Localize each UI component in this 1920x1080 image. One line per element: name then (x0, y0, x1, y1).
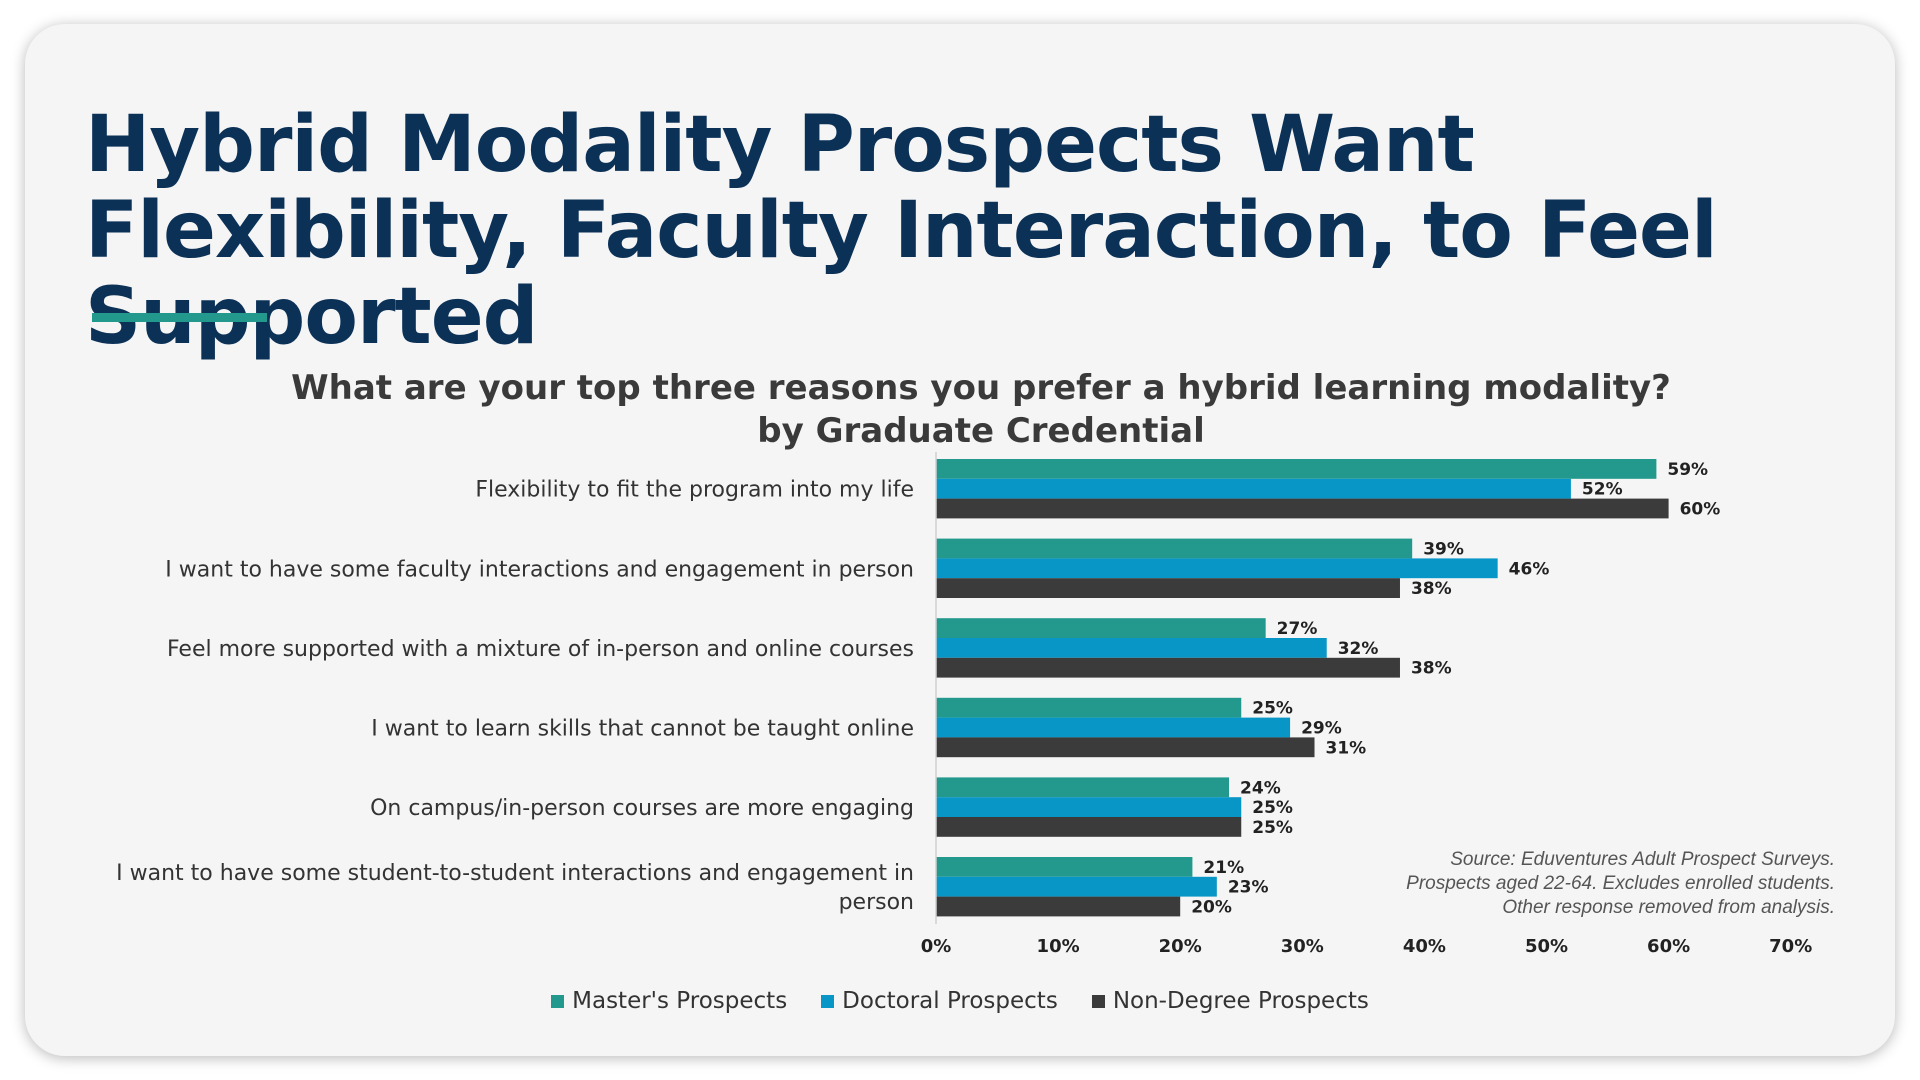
data-label: 23% (1228, 878, 1269, 898)
x-tick-label: 60% (1647, 936, 1690, 957)
bar (936, 797, 1242, 817)
data-label: 52% (1582, 480, 1623, 500)
category-label: Feel more supported with a mixture of in… (167, 637, 914, 662)
legend-swatch (821, 994, 835, 1008)
category-label: I want to have some student-to-student i… (116, 861, 914, 915)
chart-subtitle: What are your top three reasons you pref… (25, 367, 1895, 453)
data-label: 31% (1326, 738, 1367, 758)
bar (936, 578, 1400, 598)
data-label: 46% (1509, 559, 1550, 579)
x-tick-label: 30% (1281, 936, 1324, 957)
source-line: Other response removed from analysis. (1502, 897, 1835, 918)
bar (936, 876, 1217, 897)
legend-item-non-degree: Non-Degree Prospects (1091, 988, 1369, 1014)
title-accent-bar (92, 313, 267, 322)
data-label: 27% (1277, 619, 1318, 639)
data-label: 59% (1667, 460, 1708, 480)
bar (936, 817, 1242, 837)
bar (936, 777, 1230, 798)
x-tick-label: 70% (1769, 936, 1812, 957)
category-label: I want to have some faculty interactions… (165, 557, 914, 582)
chart-legend: Master's Prospects Doctoral Prospects No… (0, 988, 1920, 1014)
legend-swatch (1091, 994, 1105, 1008)
data-label: 38% (1411, 579, 1452, 599)
category-label: Flexibility to fit the program into my l… (475, 478, 914, 503)
bar (936, 857, 1193, 877)
category-label: I want to learn skills that cannot be ta… (371, 717, 914, 742)
source-note: Source: Eduventures Adult Prospect Surve… (1185, 848, 1835, 920)
bar (936, 657, 1400, 678)
bar-chart: Flexibility to fit the program into my l… (116, 452, 1812, 957)
legend-label: Non-Degree Prospects (1112, 988, 1369, 1014)
data-label: 21% (1203, 858, 1244, 878)
x-tick-label: 40% (1403, 936, 1446, 957)
x-tick-label: 10% (1037, 936, 1080, 957)
chart-subtitle-line2: by Graduate Credential (757, 411, 1205, 451)
legend-item-doctoral: Doctoral Prospects (821, 988, 1058, 1014)
legend-label: Doctoral Prospects (842, 988, 1058, 1014)
bar (936, 459, 1657, 479)
legend-item-masters: Master's Prospects (551, 988, 787, 1014)
data-label: 25% (1252, 699, 1293, 719)
bar (936, 737, 1315, 758)
data-label: 25% (1252, 818, 1293, 838)
bar (936, 558, 1498, 579)
category-label: On campus/in-person courses are more eng… (370, 796, 914, 821)
data-label: 24% (1240, 778, 1281, 798)
legend-swatch (551, 994, 565, 1008)
bar (936, 717, 1291, 738)
bar (936, 638, 1327, 658)
bar (936, 697, 1242, 718)
data-label: 32% (1338, 639, 1379, 659)
data-label: 60% (1680, 500, 1721, 520)
data-label: 20% (1191, 898, 1232, 918)
x-tick-label: 20% (1159, 936, 1202, 957)
data-label: 29% (1301, 719, 1342, 739)
source-line: Source: Eduventures Adult Prospect Surve… (1450, 849, 1835, 870)
bar (936, 896, 1181, 917)
data-label: 25% (1252, 798, 1293, 818)
legend-label: Master's Prospects (572, 988, 788, 1014)
slide-title: Hybrid Modality Prospects Want Flexibili… (85, 100, 1718, 362)
bar (936, 618, 1266, 638)
x-tick-label: 0% (921, 936, 952, 957)
source-line: Prospects aged 22-64. Excludes enrolled … (1406, 873, 1835, 894)
bar (936, 498, 1669, 519)
slide-card: Hybrid Modality Prospects Want Flexibili… (25, 24, 1895, 1056)
x-tick-label: 50% (1525, 936, 1568, 957)
chart-subtitle-line1: What are your top three reasons you pref… (291, 368, 1671, 408)
data-label: 38% (1411, 659, 1452, 679)
bar (936, 478, 1571, 499)
data-label: 39% (1423, 540, 1464, 560)
bar (936, 538, 1413, 559)
